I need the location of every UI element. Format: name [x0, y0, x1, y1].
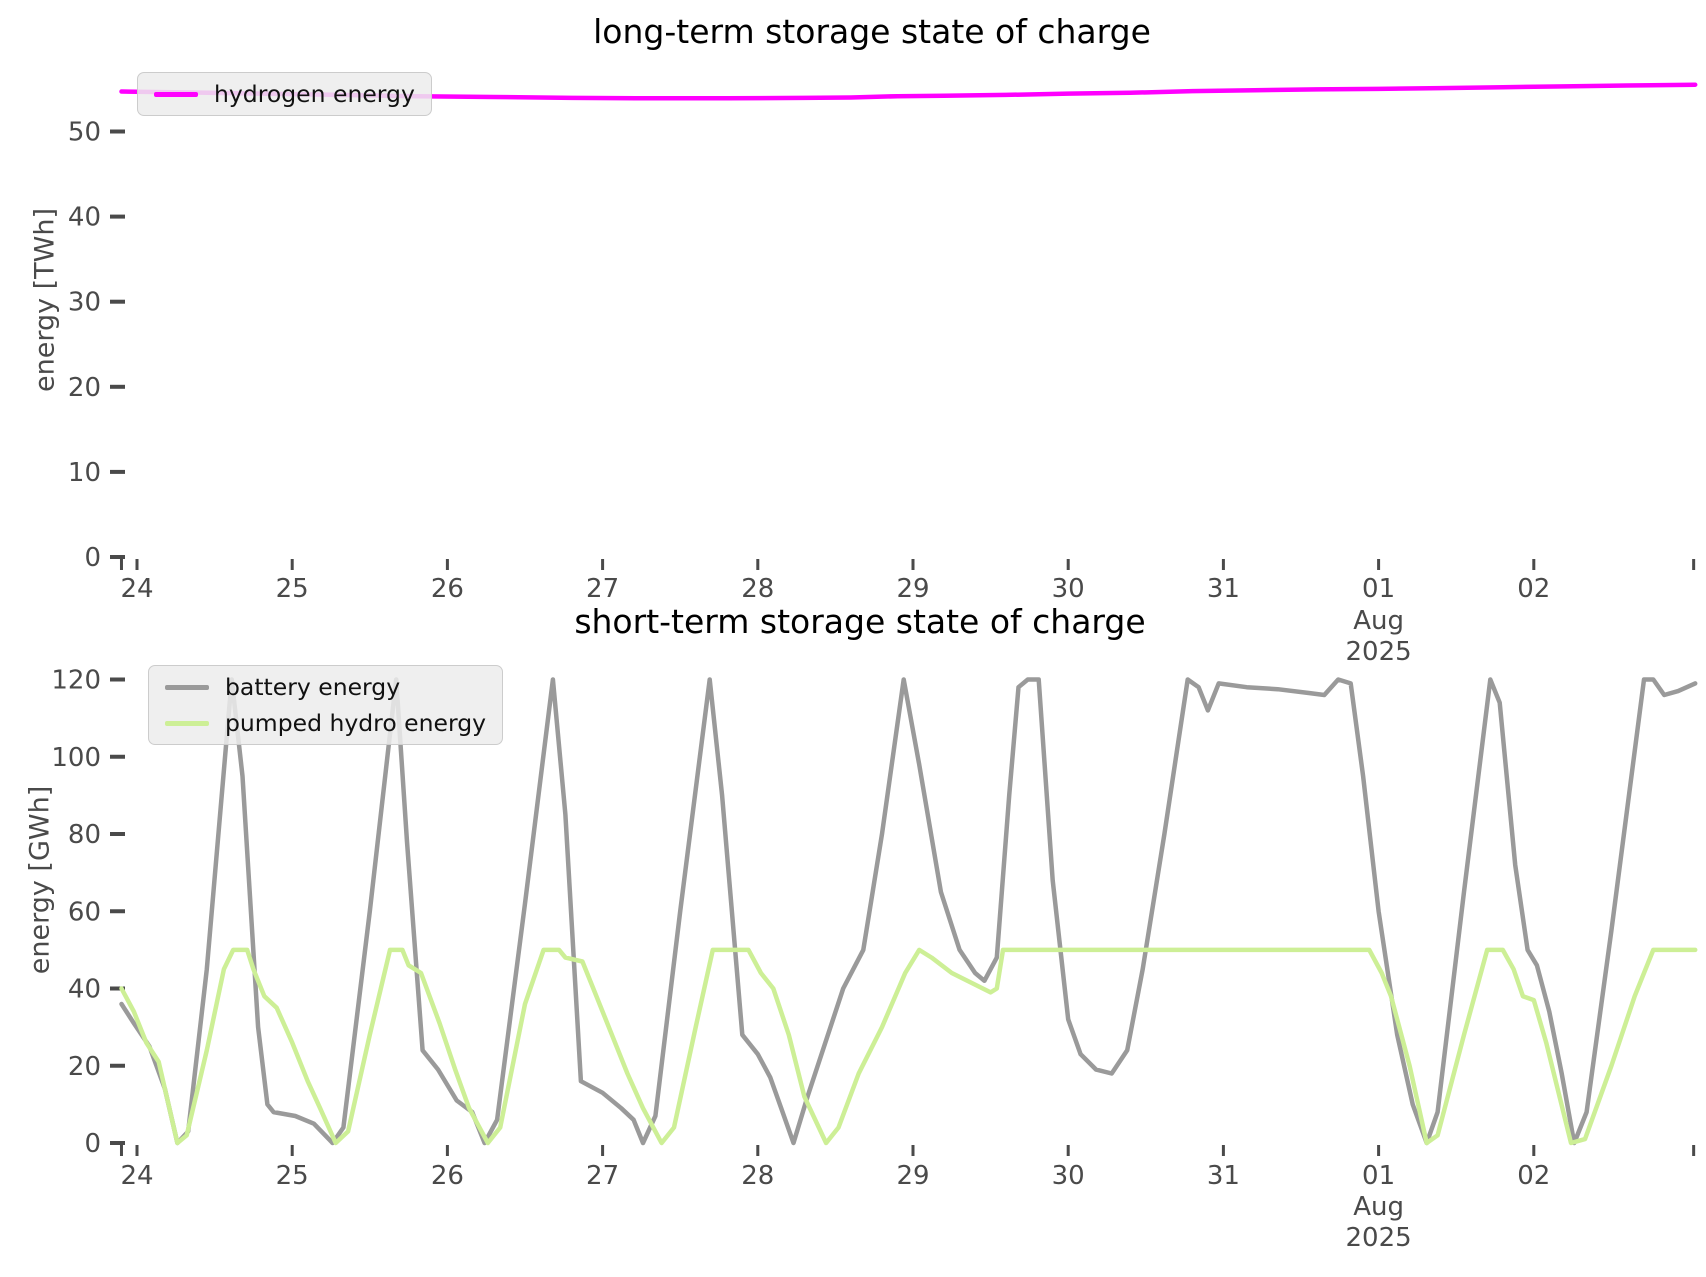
chart1-xtick-label: 02	[1517, 574, 1550, 604]
chart2-xtick-label: 31	[1207, 1161, 1240, 1191]
chart1-y-axis-label: energy [TWh]	[29, 207, 61, 393]
chart1-xtick-label: 30	[1052, 574, 1085, 604]
chart1-ytick-label: 30	[68, 288, 101, 318]
chart1-xtick-label: 01	[1362, 574, 1395, 604]
legend-label-battery: battery energy	[225, 673, 401, 701]
chart1-ytick-label: 20	[68, 373, 101, 403]
legend-item-pumped-hydro: pumped hydro energy	[165, 709, 486, 737]
chart2-xtick-label: 27	[586, 1161, 619, 1191]
chart2-ytick-label: 100	[51, 743, 101, 773]
chart1-xtick-sublabel: 2025	[1346, 637, 1412, 667]
legend-item-hydrogen: hydrogen energy	[154, 80, 415, 108]
chart2-ytick-label: 120	[51, 666, 101, 696]
chart2-y-axis-label: energy [GWh]	[24, 785, 56, 975]
legend-item-battery: battery energy	[165, 673, 486, 701]
chart1-xtick-label: 28	[741, 574, 774, 604]
chart1-xtick-sublabel: Aug	[1353, 606, 1404, 636]
chart2-xtick-sublabel: 2025	[1346, 1223, 1412, 1253]
chart1-xtick-label: 25	[276, 574, 309, 604]
chart1-ytick-label: 50	[68, 118, 101, 148]
chart2-xtick-label: 30	[1052, 1161, 1085, 1191]
chart2-line-pumped-hydro-energy	[119, 947, 1698, 1146]
legend-label-pumped-hydro: pumped hydro energy	[225, 709, 487, 737]
chart1-legend: hydrogen energy	[137, 72, 432, 116]
legend-label-hydrogen: hydrogen energy	[214, 80, 415, 108]
hydrogen-line-swatch	[154, 91, 198, 97]
chart1-ytick-label: 0	[84, 543, 101, 573]
chart2-ytick-label: 0	[84, 1129, 101, 1159]
chart2-xtick-label: 01	[1362, 1161, 1395, 1191]
chart2-line-battery-energy	[119, 677, 1698, 1146]
chart2-ytick-label: 60	[68, 897, 101, 927]
chart2-legend: battery energy pumped hydro energy	[148, 665, 504, 745]
chart2-title: short-term storage state of charge	[574, 602, 1146, 641]
chart1-ytick-label: 40	[68, 203, 101, 233]
chart1-title: long-term storage state of charge	[593, 12, 1151, 51]
chart1-xtick-label: 31	[1207, 574, 1240, 604]
chart1-ytick-label: 10	[68, 458, 101, 488]
chart1-xtick-label: 26	[431, 574, 464, 604]
chart1-xtick-label: 24	[120, 574, 153, 604]
chart2-xtick-label: 02	[1517, 1161, 1550, 1191]
chart2-xtick-label: 24	[120, 1161, 153, 1191]
pumped-hydro-line-swatch	[165, 720, 209, 726]
chart2-xtick-label: 28	[741, 1161, 774, 1191]
chart2-xtick-sublabel: Aug	[1353, 1192, 1404, 1222]
chart2-ytick-label: 40	[68, 975, 101, 1005]
chart2-xtick-label: 25	[276, 1161, 309, 1191]
chart1-xtick-label: 27	[586, 574, 619, 604]
battery-line-swatch	[165, 684, 209, 690]
chart2-xtick-label: 26	[431, 1161, 464, 1191]
chart2-ytick-label: 20	[68, 1052, 101, 1082]
chart2-ytick-label: 80	[68, 820, 101, 850]
chart2-xtick-label: 29	[896, 1161, 929, 1191]
chart1-xtick-label: 29	[896, 574, 929, 604]
